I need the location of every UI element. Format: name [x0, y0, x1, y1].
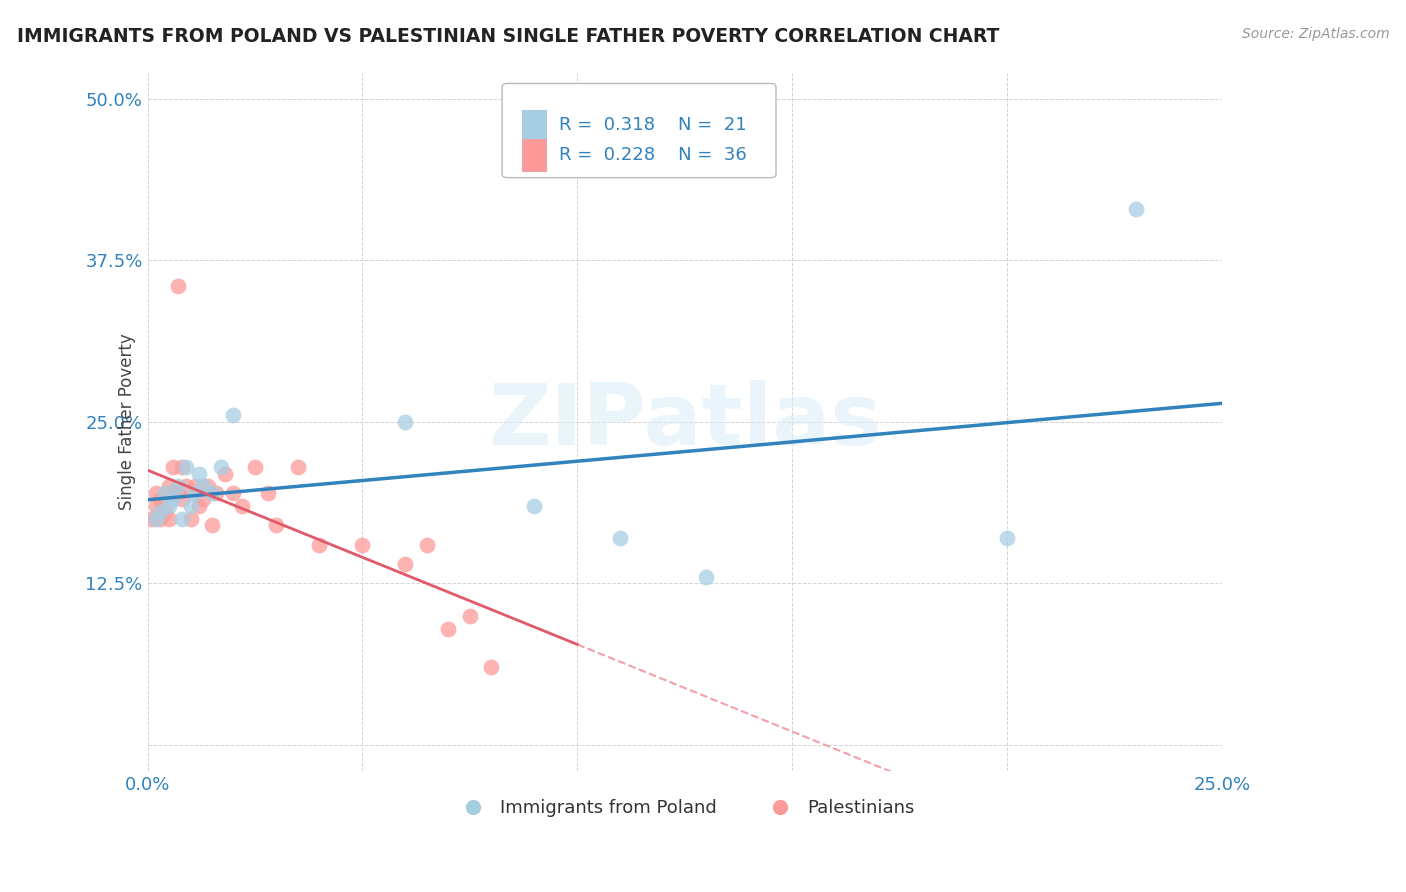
Point [193, 479, 215, 493]
Point [243, 460, 266, 475]
Point [174, 479, 197, 493]
Text: Source: ZipAtlas.com: Source: ZipAtlas.com [1241, 27, 1389, 41]
Point [222, 409, 245, 423]
Point [394, 557, 416, 571]
Point [157, 499, 180, 513]
Point [1125, 202, 1147, 216]
Point [179, 499, 201, 513]
Point [394, 415, 416, 429]
Point [287, 460, 309, 475]
Point [479, 660, 502, 674]
Point [157, 479, 180, 493]
Point [166, 279, 188, 293]
Text: ZIPatlas: ZIPatlas [488, 380, 882, 463]
Point [162, 486, 184, 500]
Point [145, 512, 167, 526]
Point [153, 505, 176, 519]
Point [170, 512, 193, 526]
Point [257, 486, 280, 500]
Point [149, 512, 172, 526]
Point [170, 492, 193, 507]
Point [416, 538, 439, 552]
Text: R =  0.318    N =  21: R = 0.318 N = 21 [560, 116, 747, 135]
Point [193, 492, 215, 507]
Point [166, 479, 188, 493]
Point [149, 492, 172, 507]
Point [153, 486, 176, 500]
Point [145, 499, 167, 513]
Point [188, 467, 211, 481]
Point [188, 499, 211, 513]
Point [205, 486, 228, 500]
Point [162, 460, 184, 475]
Point [609, 531, 631, 545]
Bar [523, 110, 546, 141]
Point [166, 486, 188, 500]
Point [157, 512, 180, 526]
Point [179, 512, 201, 526]
Point [201, 518, 224, 533]
Point [214, 467, 236, 481]
Point [170, 460, 193, 475]
Point [308, 538, 330, 552]
Point [995, 531, 1018, 545]
Text: R =  0.228    N =  36: R = 0.228 N = 36 [560, 146, 747, 164]
Point [523, 499, 546, 513]
Point [458, 608, 481, 623]
Point [209, 460, 232, 475]
FancyBboxPatch shape [502, 84, 776, 178]
Point [222, 486, 245, 500]
Point [197, 479, 219, 493]
Text: IMMIGRANTS FROM POLAND VS PALESTINIAN SINGLE FATHER POVERTY CORRELATION CHART: IMMIGRANTS FROM POLAND VS PALESTINIAN SI… [17, 27, 1000, 45]
Point [437, 622, 460, 636]
Point [149, 505, 172, 519]
Point [231, 499, 253, 513]
Bar [523, 139, 546, 170]
Point [695, 570, 717, 584]
Point [184, 486, 207, 500]
Y-axis label: Single Father Poverty: Single Father Poverty [118, 334, 136, 510]
Point [141, 512, 163, 526]
Point [266, 518, 288, 533]
Legend: Immigrants from Poland, Palestinians: Immigrants from Poland, Palestinians [447, 792, 922, 824]
Point [174, 460, 197, 475]
Point [145, 486, 167, 500]
Point [352, 538, 374, 552]
Point [184, 479, 207, 493]
Point [162, 492, 184, 507]
Point [201, 486, 224, 500]
